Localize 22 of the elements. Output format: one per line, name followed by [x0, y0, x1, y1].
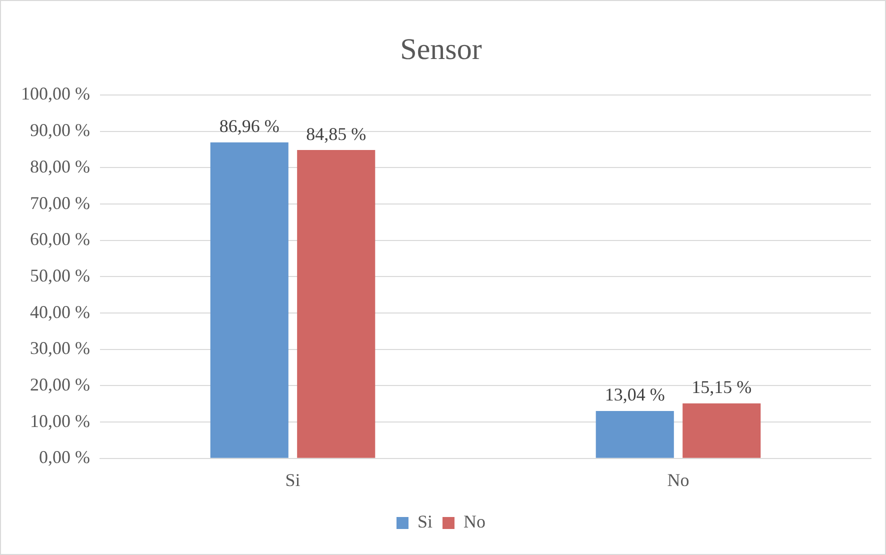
bar: [596, 411, 674, 458]
legend-label: No: [464, 512, 486, 532]
data-label: 84,85 %: [306, 124, 366, 144]
y-tick-label: 20,00 %: [30, 374, 90, 394]
y-tick-label: 60,00 %: [30, 229, 90, 250]
y-tick-label: 100,00 %: [20, 84, 90, 104]
data-label: 13,04 %: [604, 384, 665, 405]
data-label: 15,15 %: [692, 377, 752, 398]
legend-label: Si: [417, 512, 433, 532]
y-tick-label: 30,00 %: [30, 338, 90, 358]
bar: [297, 150, 376, 458]
chart-title: Sensor: [400, 32, 482, 66]
y-tick-label: 10,00 %: [30, 410, 90, 431]
y-tick-label: 50,00 %: [30, 265, 90, 286]
y-tick-label: 70,00 %: [30, 192, 90, 213]
y-tick-label: 80,00 %: [30, 156, 90, 176]
y-tick-label: 0,00 %: [38, 447, 90, 468]
data-label: 86,96 %: [219, 116, 280, 136]
bar: [682, 403, 761, 458]
y-tick-label: 40,00 %: [30, 302, 90, 322]
y-tick-label: 90,00 %: [30, 120, 90, 140]
bar: [210, 142, 288, 458]
